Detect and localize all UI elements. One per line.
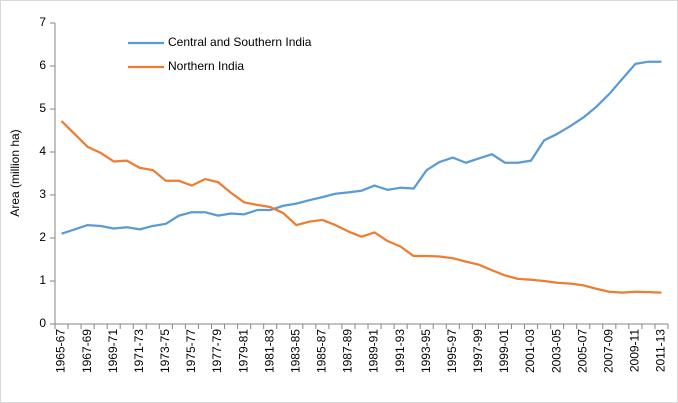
x-tick-label: 2005-07 bbox=[575, 329, 589, 373]
x-tick-label: 1983-85 bbox=[288, 329, 302, 373]
x-tick-label: 1991-93 bbox=[393, 329, 407, 373]
y-tick-label: 5 bbox=[39, 101, 46, 115]
x-tick-label: 1997-99 bbox=[471, 329, 485, 373]
x-tick-label: 1965-67 bbox=[54, 329, 68, 373]
y-tick-label: 1 bbox=[39, 273, 46, 287]
x-tick-label: 1987-89 bbox=[341, 329, 355, 373]
y-tick-label: 7 bbox=[39, 15, 46, 29]
series-line bbox=[60, 120, 662, 294]
x-tick-label: 2011-13 bbox=[654, 329, 668, 372]
y-tick-label: 0 bbox=[39, 316, 46, 330]
series-line bbox=[61, 60, 662, 235]
x-tick-label: 2001-03 bbox=[523, 329, 537, 373]
x-tick-label: 1971-73 bbox=[132, 329, 146, 373]
x-tick-label: 1969-71 bbox=[106, 329, 120, 373]
y-tick-label: 3 bbox=[39, 187, 46, 201]
x-tick-label: 1995-97 bbox=[445, 329, 459, 373]
x-tick-label: 1977-79 bbox=[210, 329, 224, 373]
x-tick-label: 1989-91 bbox=[367, 329, 381, 373]
x-tick-label: 1979-81 bbox=[236, 329, 250, 373]
legend-label: Central and Southern India bbox=[168, 35, 312, 49]
x-tick-label: 1999-01 bbox=[497, 329, 511, 373]
y-tick-label: 6 bbox=[39, 58, 46, 72]
x-tick-label: 1993-95 bbox=[419, 329, 433, 373]
x-tick-label: 1981-83 bbox=[262, 329, 276, 373]
x-tick-label: 1975-77 bbox=[184, 329, 198, 373]
x-tick-label: 1967-69 bbox=[80, 329, 94, 373]
y-axis-label: Area (million ha) bbox=[8, 129, 22, 216]
y-tick-label: 4 bbox=[39, 144, 46, 158]
x-tick-label: 2009-11 bbox=[628, 329, 642, 372]
legend-label: Northern India bbox=[168, 59, 244, 73]
x-tick-label: 1985-87 bbox=[315, 329, 329, 373]
x-tick-label: 2007-09 bbox=[601, 329, 615, 373]
x-tick-label: 1973-75 bbox=[158, 329, 172, 373]
y-tick-label: 2 bbox=[39, 230, 46, 244]
x-tick-label: 2003-05 bbox=[549, 329, 563, 373]
